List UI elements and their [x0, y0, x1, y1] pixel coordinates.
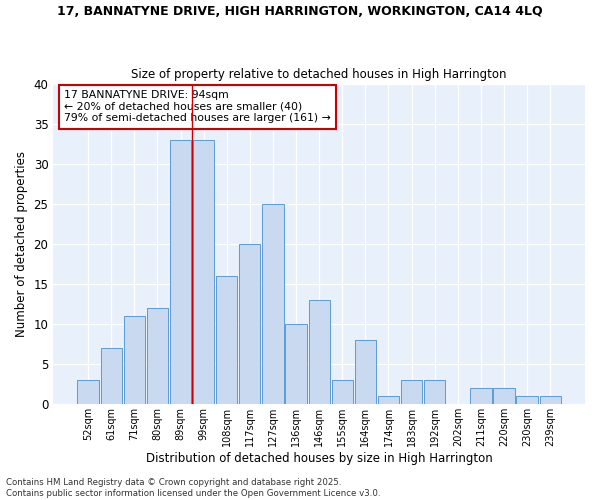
Text: Contains HM Land Registry data © Crown copyright and database right 2025.
Contai: Contains HM Land Registry data © Crown c… — [6, 478, 380, 498]
Bar — [308, 300, 330, 405]
Y-axis label: Number of detached properties: Number of detached properties — [15, 151, 28, 337]
Bar — [216, 276, 238, 404]
Bar — [193, 140, 214, 404]
Bar — [239, 244, 260, 404]
Bar — [355, 340, 376, 404]
Bar — [77, 380, 99, 404]
Bar — [101, 348, 122, 405]
Bar — [424, 380, 445, 404]
Bar — [401, 380, 422, 404]
Bar — [262, 204, 284, 404]
Bar — [493, 388, 515, 404]
Bar — [332, 380, 353, 404]
Title: Size of property relative to detached houses in High Harrington: Size of property relative to detached ho… — [131, 68, 507, 81]
Bar — [517, 396, 538, 404]
Text: 17, BANNATYNE DRIVE, HIGH HARRINGTON, WORKINGTON, CA14 4LQ: 17, BANNATYNE DRIVE, HIGH HARRINGTON, WO… — [57, 5, 543, 18]
Bar — [470, 388, 491, 404]
Bar — [147, 308, 168, 404]
X-axis label: Distribution of detached houses by size in High Harrington: Distribution of detached houses by size … — [146, 452, 493, 465]
Bar — [170, 140, 191, 404]
Bar — [286, 324, 307, 404]
Bar — [378, 396, 399, 404]
Text: 17 BANNATYNE DRIVE: 94sqm
← 20% of detached houses are smaller (40)
79% of semi-: 17 BANNATYNE DRIVE: 94sqm ← 20% of detac… — [64, 90, 331, 123]
Bar — [539, 396, 561, 404]
Bar — [124, 316, 145, 404]
